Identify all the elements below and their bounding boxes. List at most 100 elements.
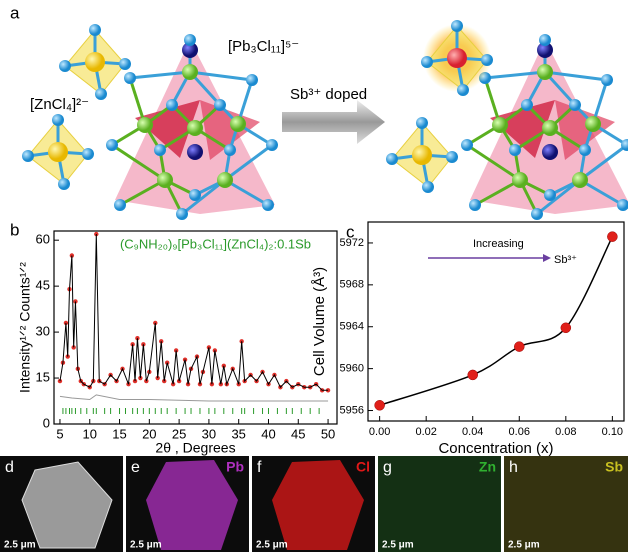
atom bbox=[82, 148, 94, 160]
y-axis-label: Cell Volume (Å³) bbox=[311, 267, 328, 376]
atom bbox=[58, 178, 70, 190]
y-tick-label: 15 bbox=[36, 369, 50, 384]
element-label: Zn bbox=[479, 459, 496, 475]
x-tick-label: 10 bbox=[83, 426, 97, 441]
atom bbox=[512, 172, 528, 188]
atom bbox=[386, 153, 398, 165]
x-tick-label: 5 bbox=[56, 426, 63, 441]
x-tick-label: 50 bbox=[321, 426, 335, 441]
chart-annotation: (C₉NH₂₀)₉[Pb₃Cl₁₁](ZnCl₄)₂:0.1Sb bbox=[120, 236, 311, 251]
x-tick-label: 0.00 bbox=[369, 426, 390, 438]
atom bbox=[422, 181, 434, 193]
x-tick-label: 0.10 bbox=[602, 426, 623, 438]
atom bbox=[579, 144, 591, 156]
y-tick-label: 5960 bbox=[340, 363, 364, 375]
atom bbox=[214, 99, 226, 111]
figure: a [ZnCl₄]²⁻ [Pb₃Cl₁₁]⁵⁻ Sb³⁺ doped b c 5… bbox=[0, 0, 628, 552]
y-tick-label: 5956 bbox=[340, 404, 364, 416]
y-tick-label: 5972 bbox=[340, 237, 364, 249]
atom bbox=[187, 120, 203, 136]
x-tick-label: 15 bbox=[112, 426, 126, 441]
plot-frame bbox=[368, 222, 624, 421]
x-tick-label: 0.08 bbox=[555, 426, 576, 438]
x-tick-label: 0.04 bbox=[462, 426, 483, 438]
x-tick-label: 40 bbox=[261, 426, 275, 441]
scale-label: 2.5 μm bbox=[256, 540, 288, 551]
atom bbox=[461, 139, 473, 151]
data-point bbox=[514, 342, 524, 352]
atom bbox=[521, 99, 533, 111]
zncl4-label: [ZnCl₄]²⁻ bbox=[30, 96, 89, 113]
y-tick-label: 5968 bbox=[340, 279, 364, 291]
scale-label: 2.5 μm bbox=[508, 540, 540, 551]
atom bbox=[95, 88, 107, 100]
atom bbox=[531, 208, 543, 220]
atom bbox=[230, 116, 246, 132]
series-line bbox=[60, 395, 328, 401]
arrow bbox=[282, 100, 385, 144]
panel-label: h bbox=[509, 459, 518, 476]
atom bbox=[224, 144, 236, 156]
atom bbox=[59, 60, 71, 72]
data-point bbox=[607, 232, 617, 242]
panel-label: f bbox=[257, 459, 262, 476]
atom bbox=[537, 64, 553, 80]
atom bbox=[509, 144, 521, 156]
atom bbox=[85, 52, 105, 72]
atom bbox=[585, 116, 601, 132]
x-tick-label: 45 bbox=[291, 426, 305, 441]
atom bbox=[266, 139, 278, 151]
annotation-arrowhead bbox=[543, 254, 551, 262]
y-tick-label: 30 bbox=[36, 324, 50, 339]
atom bbox=[416, 117, 428, 129]
element-label: Sb bbox=[605, 459, 623, 475]
scale-label: 2.5 μm bbox=[130, 540, 162, 551]
panel-label: g bbox=[383, 459, 392, 476]
x-axis-label: 2θ , Degrees bbox=[155, 440, 235, 456]
data-point bbox=[561, 323, 571, 333]
atom bbox=[187, 144, 203, 160]
atom bbox=[182, 64, 198, 80]
x-tick-label: 0.06 bbox=[509, 426, 530, 438]
series-line bbox=[60, 234, 328, 390]
atom bbox=[217, 172, 233, 188]
atom bbox=[457, 84, 469, 96]
atom bbox=[106, 139, 118, 151]
panel-label: e bbox=[131, 459, 140, 476]
fit-curve bbox=[380, 237, 613, 406]
panel-label: a bbox=[10, 3, 20, 22]
atom bbox=[569, 99, 581, 111]
y-tick-label: 45 bbox=[36, 278, 50, 293]
atom bbox=[176, 208, 188, 220]
atom bbox=[157, 172, 173, 188]
atom bbox=[412, 145, 432, 165]
atom bbox=[154, 144, 166, 156]
atom bbox=[447, 48, 467, 68]
panel-label: b bbox=[10, 220, 19, 239]
element-label: Cl bbox=[356, 459, 370, 475]
annotation: Increasing bbox=[473, 238, 524, 250]
atom bbox=[492, 117, 508, 133]
x-tick-label: 20 bbox=[142, 426, 156, 441]
atom bbox=[262, 199, 274, 211]
atom bbox=[124, 72, 136, 84]
atom bbox=[451, 20, 463, 32]
panel-label: d bbox=[5, 459, 14, 476]
scale-label: 2.5 μm bbox=[382, 540, 414, 551]
atom bbox=[246, 74, 258, 86]
data-point bbox=[375, 400, 385, 410]
atom bbox=[184, 34, 196, 46]
y-tick-label: 60 bbox=[36, 232, 50, 247]
atom bbox=[601, 74, 613, 86]
atom bbox=[22, 150, 34, 162]
atom bbox=[137, 117, 153, 133]
atom bbox=[114, 199, 126, 211]
y-tick-label: 5964 bbox=[340, 321, 364, 333]
atom bbox=[421, 56, 433, 68]
atom bbox=[572, 172, 588, 188]
atom bbox=[119, 58, 131, 70]
scale-label: 2.5 μm bbox=[4, 540, 36, 551]
